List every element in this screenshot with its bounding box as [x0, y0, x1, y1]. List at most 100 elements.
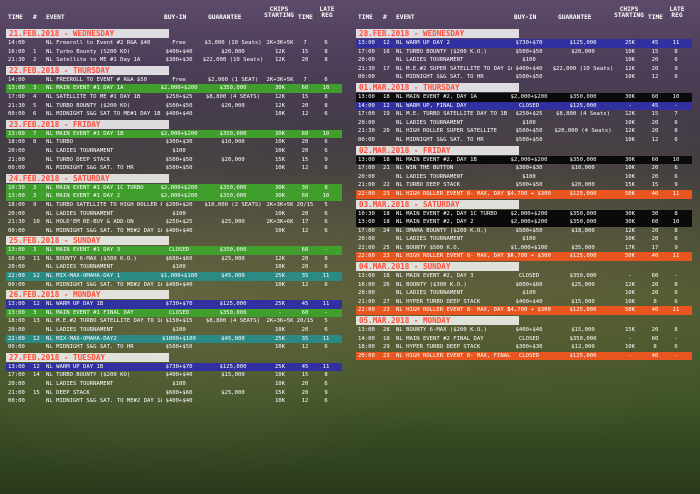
- cell-late-reg: 6: [674, 290, 678, 297]
- cell-chips: 2K+3K+5K: [266, 318, 294, 325]
- cell-time-level: 20: [301, 147, 309, 154]
- cell-event: NL LADIES TOURNAMENT: [396, 236, 464, 243]
- cell-time-level: 12: [301, 227, 309, 234]
- table-row: 13:00 18 NL MAIN EVENT #2, DAY 3 CLOSED $350…: [356, 272, 692, 281]
- cell-event: NL M.E.#2 SUPER SATELLITE TO DAY 1A: [396, 65, 512, 72]
- cell-time-level: 12: [301, 344, 309, 351]
- cell-time-level: 60: [651, 93, 659, 100]
- cell-time: 00:00: [8, 227, 25, 234]
- cell-chips: 30K: [274, 184, 286, 191]
- cell-buyin: CLOSED: [518, 102, 540, 109]
- cell-late-reg: 8: [674, 227, 678, 234]
- cell-chips: 10K: [624, 119, 636, 126]
- cell-guarantee: $15,000: [571, 298, 595, 305]
- cell-buyin: $400+$40: [165, 48, 193, 55]
- day-section: 05.MAR.2018 - MONDAY 13:00 28 NL BOUNTY 6-M…: [356, 316, 692, 361]
- cell-chips: 15K: [624, 327, 636, 334]
- cell-time-level: 20: [651, 57, 659, 64]
- day-title: 28.FEB.2018 - WEDNESDAY: [356, 29, 519, 38]
- table-row: 20:00 NL LADIES TOURNAMENT $100 10K 20 6: [356, 289, 692, 298]
- cell-time-level: 60: [651, 273, 659, 280]
- cell-guarantee: $12,000: [571, 344, 595, 351]
- table-row: 21:00 22 NL TURBO DEEP STACK $500+$50 $20,00…: [356, 181, 692, 190]
- cell-buyin: $300+$30: [515, 344, 543, 351]
- cell-late-reg: 11: [672, 253, 680, 260]
- cell-buyin: $250+$25: [515, 111, 543, 118]
- table-row: 17:00 4 NL SATELLITE TO ME #1 DAY 1B $250+$…: [6, 93, 342, 102]
- cell-time-level: 60: [651, 156, 659, 163]
- cell-late-reg: 6: [324, 398, 328, 405]
- day-section: 02.MAR.2018 - FRIDAY 13:00 18 NL MAIN EVENT…: [356, 145, 692, 199]
- table-row: 22:00 23 NL HIGH ROLLER EVENT 8- MAX, DAY …: [356, 189, 692, 199]
- cell-time-level: 15: [301, 48, 309, 55]
- cell-number: 3: [33, 184, 37, 191]
- cell-event: NL OMAHA BOUNTY ($200 K.O.): [396, 227, 487, 234]
- cell-chips: 10K: [274, 344, 286, 351]
- cell-late-reg: 6: [324, 344, 328, 351]
- cell-guarantee: $350,000: [219, 193, 247, 200]
- table-row: 14:00 18 NL MAIN EVENT #2 FINAL DAY CLOSED $…: [356, 335, 692, 344]
- header-number: #: [383, 14, 387, 21]
- cell-time-level: 45: [301, 363, 309, 370]
- cell-number: 13: [33, 318, 40, 325]
- cell-number: 6: [33, 111, 37, 118]
- table-row: 00:00 6 NL MIDNIGHT S&G SAT TO ME#1 DAY 1B…: [6, 110, 342, 119]
- cell-guarantee: $10,000: [571, 165, 595, 172]
- cell-chips: 30K: [624, 156, 636, 163]
- cell-number: 17: [383, 65, 390, 72]
- cell-time-level: 40: [651, 307, 659, 314]
- cell-buyin: $600+$60: [165, 389, 193, 396]
- day-section: 01.MAR.2018 - THURSDAY 13:00 18 NL MAIN EVE…: [356, 82, 692, 145]
- cell-number: 18: [383, 93, 390, 100]
- day-section: 24.FEB.2018 - SATURDAY 10:30 3 NL MAIN EVEN…: [6, 173, 342, 236]
- cell-chips: 10K: [274, 372, 286, 379]
- table-row: 16:00 26 NL BOUNTY ($300 K.O.) $600+$60 $25,…: [356, 281, 692, 290]
- cell-number: 9: [33, 201, 37, 208]
- cell-guarantee: $350,000: [219, 184, 247, 191]
- cell-time: 00:00: [358, 74, 375, 81]
- cell-buyin: $4,700 + $300: [507, 253, 551, 260]
- day-title: 03.MAR.2018 - SATURDAY: [356, 199, 519, 209]
- day-section: 22.FEB.2018 - THURSDAY 14:00 NL FREEROLL T…: [6, 65, 342, 119]
- cell-late-reg: 9: [674, 244, 678, 251]
- cell-chips: 10K: [624, 290, 636, 297]
- cell-chips: 30K: [624, 93, 636, 100]
- table-row: 10:30 3 NL MAIN EVENT #1 DAY 1C TURBO $2,00…: [6, 183, 342, 193]
- cell-late-reg: 8: [324, 255, 328, 262]
- cell-chips: 10K: [274, 165, 286, 172]
- cell-time-level: 45: [651, 102, 659, 109]
- cell-late-reg: 6: [324, 381, 328, 387]
- cell-time: 10:30: [358, 210, 375, 217]
- cell-buyin: $500+$50: [515, 182, 543, 189]
- cell-number: 23: [383, 253, 390, 260]
- cell-time: 20:00: [358, 352, 375, 359]
- cell-number: 3: [33, 309, 37, 316]
- cell-event: NL MAIN EVENT #1 DAY 3: [46, 247, 121, 254]
- cell-guarantee: $20,000 (4 Seats): [554, 128, 612, 135]
- cell-time-level: 60: [301, 130, 309, 137]
- cell-late-reg: 6: [674, 119, 678, 126]
- cell-chips: 12K: [624, 65, 636, 72]
- cell-time: 20:00: [8, 381, 25, 387]
- table-row: 00:00 NL MIDNIGHT S&G SAT. TO HR $500+$50 1…: [6, 164, 342, 173]
- cell-chips: 2K+3K+6K: [266, 219, 294, 226]
- day-section: 04.MAR.2018 - SUNDAY 13:00 18 NL MAIN EVENT…: [356, 262, 692, 316]
- cell-buyin: $2,000+$200: [160, 184, 198, 191]
- table-row: 13:00 3 NL MAIN EVENT #1 DAY 3 CLOSED $350,0…: [6, 246, 342, 255]
- table-row: 21:00 27 NL HYPER TURBO DEEP STACK $400+$40…: [356, 298, 692, 307]
- cell-event: NL LADIES TOURNAMENT: [396, 57, 464, 64]
- cell-chips: 12K: [624, 111, 636, 118]
- table-row: 13:00 28 NL BOUNTY 6-MAX ($200 K.O.) $400+$…: [356, 326, 692, 335]
- cell-event: NL MIDNIGHT S&G SAT. TO ME#2 DAY 1A: [46, 227, 162, 234]
- cell-time: 14:00: [358, 335, 375, 342]
- cell-late-reg: -: [674, 352, 678, 359]
- cell-time: 18:00: [8, 318, 25, 325]
- table-row: 20:00 NL LADIES TOURNAMENT $100 10K 20 6: [356, 119, 692, 128]
- cell-event: NL LADIES TOURNAMENT: [396, 290, 464, 297]
- cell-chips: 10K: [274, 381, 286, 387]
- cell-chips: 10K: [274, 281, 286, 288]
- cell-chips: 15K: [624, 182, 636, 189]
- table-row: 21:00 NL TURBO DEEP STACK $500+$50 $20,000 1…: [6, 156, 342, 165]
- cell-time: 00:00: [358, 136, 375, 143]
- cell-buyin: $100: [172, 327, 186, 334]
